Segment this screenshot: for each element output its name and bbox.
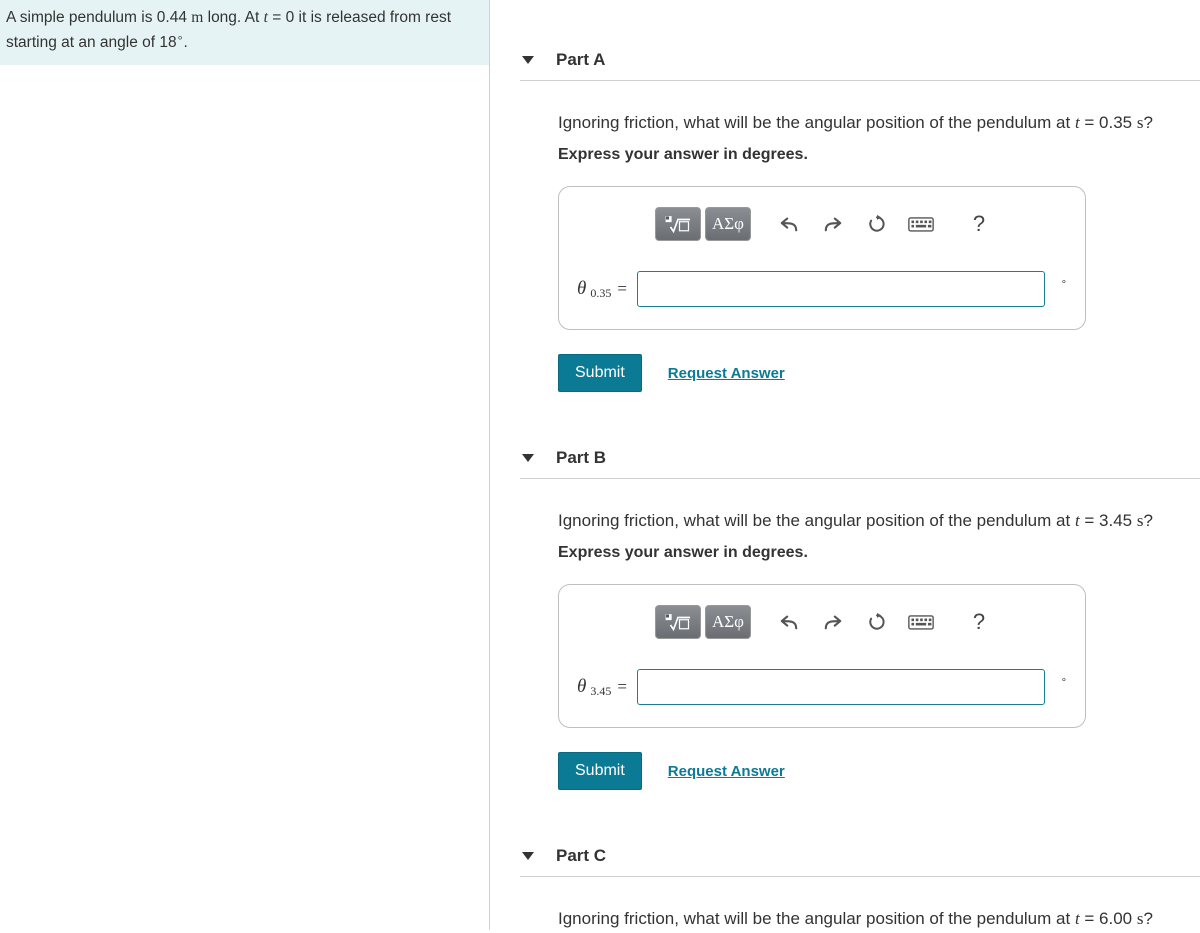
equals-sign: = bbox=[617, 677, 627, 697]
part-section: Part C Ignoring friction, what will be th… bbox=[520, 836, 1200, 932]
answer-input[interactable] bbox=[637, 271, 1045, 307]
part-header[interactable]: Part B bbox=[520, 438, 1200, 479]
part-title: Part C bbox=[556, 846, 606, 866]
question-text: Ignoring friction, what will be the angu… bbox=[558, 905, 1200, 932]
reset-icon[interactable] bbox=[857, 605, 897, 639]
request-answer-link[interactable]: Request Answer bbox=[668, 365, 785, 382]
problem-text-mid: long. At bbox=[203, 9, 263, 26]
reset-icon[interactable] bbox=[857, 207, 897, 241]
equation-toolbar: ΑΣφ? bbox=[655, 207, 1067, 241]
problem-text: A simple pendulum is 0.44 bbox=[6, 9, 191, 26]
submit-button[interactable]: Submit bbox=[558, 752, 642, 790]
chevron-down-icon bbox=[522, 56, 534, 64]
undo-icon[interactable] bbox=[769, 605, 809, 639]
left-column: A simple pendulum is 0.44 m long. At t =… bbox=[0, 0, 490, 930]
undo-icon[interactable] bbox=[769, 207, 809, 241]
submit-button[interactable]: Submit bbox=[558, 354, 642, 392]
help-icon[interactable]: ? bbox=[959, 605, 999, 639]
help-icon[interactable]: ? bbox=[959, 207, 999, 241]
answer-line: θ 0.35 = ∘ bbox=[577, 271, 1067, 307]
variable-subscript: 3.45 bbox=[590, 684, 611, 699]
redo-icon[interactable] bbox=[813, 207, 853, 241]
greek-symbols-button[interactable]: ΑΣφ bbox=[705, 207, 751, 241]
templates-button[interactable] bbox=[655, 605, 701, 639]
question-text: Ignoring friction, what will be the angu… bbox=[558, 109, 1200, 136]
answer-panel: ΑΣφ? θ 0.35 = ∘ bbox=[558, 186, 1086, 330]
answer-line: θ 3.45 = ∘ bbox=[577, 669, 1067, 705]
problem-statement: A simple pendulum is 0.44 m long. At t =… bbox=[0, 0, 489, 65]
variable-subscript: 0.35 bbox=[590, 286, 611, 301]
equation-toolbar: ΑΣφ? bbox=[655, 605, 1067, 639]
part-title: Part A bbox=[556, 50, 605, 70]
redo-icon[interactable] bbox=[813, 605, 853, 639]
instruction-text: Express your answer in degrees. bbox=[558, 544, 1200, 562]
variable-theta: θ bbox=[577, 278, 586, 300]
answer-panel: ΑΣφ? θ 3.45 = ∘ bbox=[558, 584, 1086, 728]
variable-theta: θ bbox=[577, 676, 586, 698]
submit-row: Submit Request Answer bbox=[558, 752, 1200, 790]
part-section: Part B Ignoring friction, what will be th… bbox=[520, 438, 1200, 790]
right-column: Part A Ignoring friction, what will be th… bbox=[490, 0, 1200, 930]
chevron-down-icon bbox=[522, 454, 534, 462]
part-title: Part B bbox=[556, 448, 606, 468]
problem-text-end: . bbox=[184, 34, 188, 51]
question-text: Ignoring friction, what will be the angu… bbox=[558, 507, 1200, 534]
answer-input[interactable] bbox=[637, 669, 1045, 705]
unit-degrees: ∘ bbox=[1061, 675, 1067, 686]
unit-m: m bbox=[191, 9, 203, 26]
request-answer-link[interactable]: Request Answer bbox=[668, 763, 785, 780]
templates-button[interactable] bbox=[655, 207, 701, 241]
degree-symbol: ∘ bbox=[177, 32, 184, 44]
equals-sign: = bbox=[617, 279, 627, 299]
keyboard-icon[interactable] bbox=[901, 207, 941, 241]
chevron-down-icon bbox=[522, 852, 534, 860]
greek-symbols-button[interactable]: ΑΣφ bbox=[705, 605, 751, 639]
part-header[interactable]: Part A bbox=[520, 40, 1200, 81]
part-header[interactable]: Part C bbox=[520, 836, 1200, 877]
keyboard-icon[interactable] bbox=[901, 605, 941, 639]
instruction-text: Express your answer in degrees. bbox=[558, 146, 1200, 164]
part-section: Part A Ignoring friction, what will be th… bbox=[520, 40, 1200, 392]
submit-row: Submit Request Answer bbox=[558, 354, 1200, 392]
unit-degrees: ∘ bbox=[1061, 277, 1067, 288]
